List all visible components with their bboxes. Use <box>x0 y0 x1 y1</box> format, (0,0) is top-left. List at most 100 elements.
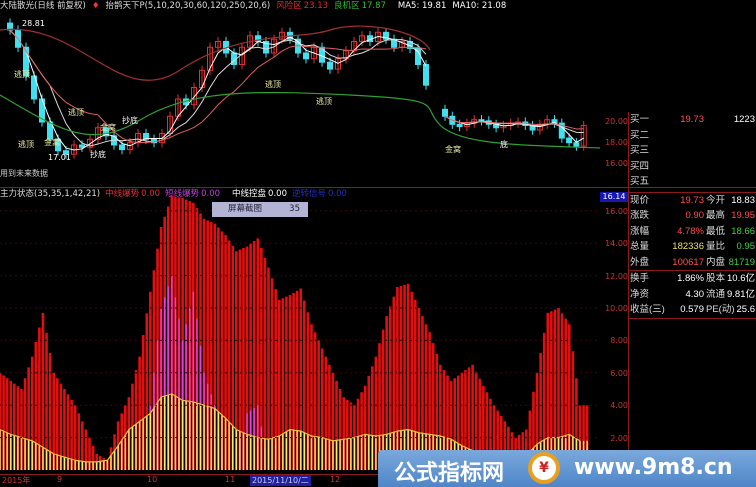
candle <box>383 31 389 40</box>
candle <box>463 122 470 128</box>
candle <box>335 58 341 70</box>
quote-value: 1.86% <box>677 273 704 284</box>
date-axis: 2015年 9 10 11 2015/11/10/二 12 <box>0 474 600 487</box>
indicator-tick: 2.00 <box>610 433 628 443</box>
signal-label: 逃顶 <box>316 97 332 106</box>
cursor-date-label: 2015/11/10/二 <box>250 475 311 486</box>
quote-value: 10.6亿 <box>727 273 755 284</box>
candle <box>279 31 285 40</box>
quote-value: 0.95 <box>736 241 756 252</box>
signal-label: 抄底 <box>122 116 138 125</box>
watermark: 公式指标网 ¥ www.9m8.cn <box>378 446 756 487</box>
candle <box>215 41 221 48</box>
quote-label: 最高 <box>706 210 726 221</box>
popup-label: 屏幕截图 <box>228 204 263 214</box>
candle <box>551 119 558 124</box>
ma5-value: MA5: 19.81 <box>397 1 447 11</box>
quote-label: 最低 <box>706 225 726 237</box>
indicator-chart[interactable] <box>0 0 600 487</box>
quote-row: 现价 19.73 今开 18.83 <box>629 193 756 209</box>
risk-value: 23.13 <box>303 1 329 11</box>
formula-name: 抬鹊天下P(5,10,20,30,60,120,250,20,6) <box>105 1 271 11</box>
candle <box>271 38 277 54</box>
quote-row: 涨幅 4.78% 最低 18.66 <box>629 224 756 240</box>
upper-band-line <box>0 25 431 81</box>
price-chart[interactable] <box>0 0 600 186</box>
indicator-name: 大陆散光(日线 前复权) <box>0 1 86 11</box>
price-tick: 20.00 <box>605 117 628 126</box>
quote-panel: 买一 19.73 1223 买二 买三 买四 买五 现价 19.73 今开 18.83 涨跌 0.90… <box>629 112 756 319</box>
candle <box>31 75 37 100</box>
date-label: 12 <box>330 475 341 484</box>
quote-label: 换手 <box>630 273 650 284</box>
indicator-params: 主力状态(35,35,1,42,21) <box>0 189 101 199</box>
price-tick: 18.00 <box>605 138 628 147</box>
indicator-tick: 16.00 <box>605 206 628 216</box>
candle <box>207 46 213 71</box>
short-burst-label: 短线爆势 <box>165 189 200 199</box>
candle <box>423 64 429 86</box>
quote-row: 总量 182336 量比 0.95 <box>629 239 756 255</box>
bid-label: 买二 <box>630 129 650 141</box>
moving-average-line <box>9 29 427 147</box>
bid-row: 买三 <box>629 143 756 159</box>
signal-label: 金窝 <box>100 123 116 132</box>
good-value: 17.87 <box>361 1 386 11</box>
moving-average-line <box>9 29 427 151</box>
indicator-tick: 4.00 <box>610 401 628 411</box>
signal-label: 逃顶 <box>18 140 34 149</box>
ma10-value: MA10: 21.08 <box>452 1 507 11</box>
quote-label: 股本 <box>706 273 726 284</box>
date-label: 2015年 <box>2 476 31 485</box>
bid-row: 买五 <box>629 174 756 190</box>
bid-label: 买四 <box>630 160 650 172</box>
candle <box>303 52 309 60</box>
indicator-tick: 6.00 <box>610 368 628 378</box>
candle <box>263 41 269 54</box>
signal-label: 金窝 <box>445 145 461 154</box>
quote-label: 量比 <box>706 241 726 252</box>
quote-label: 内盘 <box>706 256 726 268</box>
signal-label: 逃顶 <box>265 80 281 89</box>
quote-label: 涨跌 <box>630 210 650 221</box>
quote-row: 收益(三) 0.579 PE(动) 25.6 <box>629 302 756 318</box>
bid-price: 19.73 <box>680 114 704 125</box>
candle <box>95 127 101 140</box>
quote-label: 外盘 <box>630 256 650 268</box>
mid-control-value: 0.00 <box>268 189 287 199</box>
watermark-text: 公式指标网 <box>394 461 505 486</box>
signal-label: 逃顶 <box>14 70 30 79</box>
mid-control-label: 中线控盘 <box>232 189 267 199</box>
price-tick: 16.00 <box>605 159 628 168</box>
screenshot-popup[interactable]: 屏幕截图 35 <box>212 202 308 217</box>
quote-label: 流通 <box>706 288 726 300</box>
candle <box>127 142 133 151</box>
current-value-badge: 16.14 <box>600 192 628 202</box>
reverse-value: 0.00 <box>328 189 347 199</box>
candle <box>359 35 365 42</box>
quote-value: 18.66 <box>731 225 755 237</box>
risk-label: 风险区 <box>276 1 302 11</box>
quote-value: 19.73 <box>680 194 704 206</box>
candle <box>63 150 69 155</box>
quote-row: 净资 4.30 流通 9.81亿 <box>629 287 756 303</box>
bid-label: 买一 <box>630 114 650 125</box>
panel-divider <box>0 187 756 188</box>
popup-value: 35 <box>289 204 300 214</box>
quote-value: 9.81亿 <box>727 288 755 300</box>
quote-value: 4.78% <box>677 225 704 237</box>
quote-label: 涨幅 <box>630 225 650 237</box>
candle <box>191 87 197 106</box>
signal-label: 逃顶 <box>68 108 84 117</box>
quote-label: 总量 <box>630 241 650 252</box>
indicator-tick: 12.00 <box>605 271 628 281</box>
candle <box>103 127 109 137</box>
quote-label: 今开 <box>706 194 726 206</box>
candle <box>79 144 85 148</box>
candle <box>558 122 565 139</box>
quote-value: 100617 <box>672 256 704 268</box>
mid-burst-value: 0.00 <box>141 189 161 199</box>
candle <box>143 133 149 140</box>
quote-value: 0.90 <box>685 210 705 221</box>
indicator-tick: 14.00 <box>605 239 628 249</box>
